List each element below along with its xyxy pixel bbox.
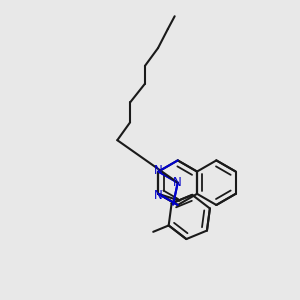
Text: N: N	[154, 189, 163, 202]
Text: N: N	[173, 176, 182, 189]
Text: N: N	[154, 164, 163, 177]
